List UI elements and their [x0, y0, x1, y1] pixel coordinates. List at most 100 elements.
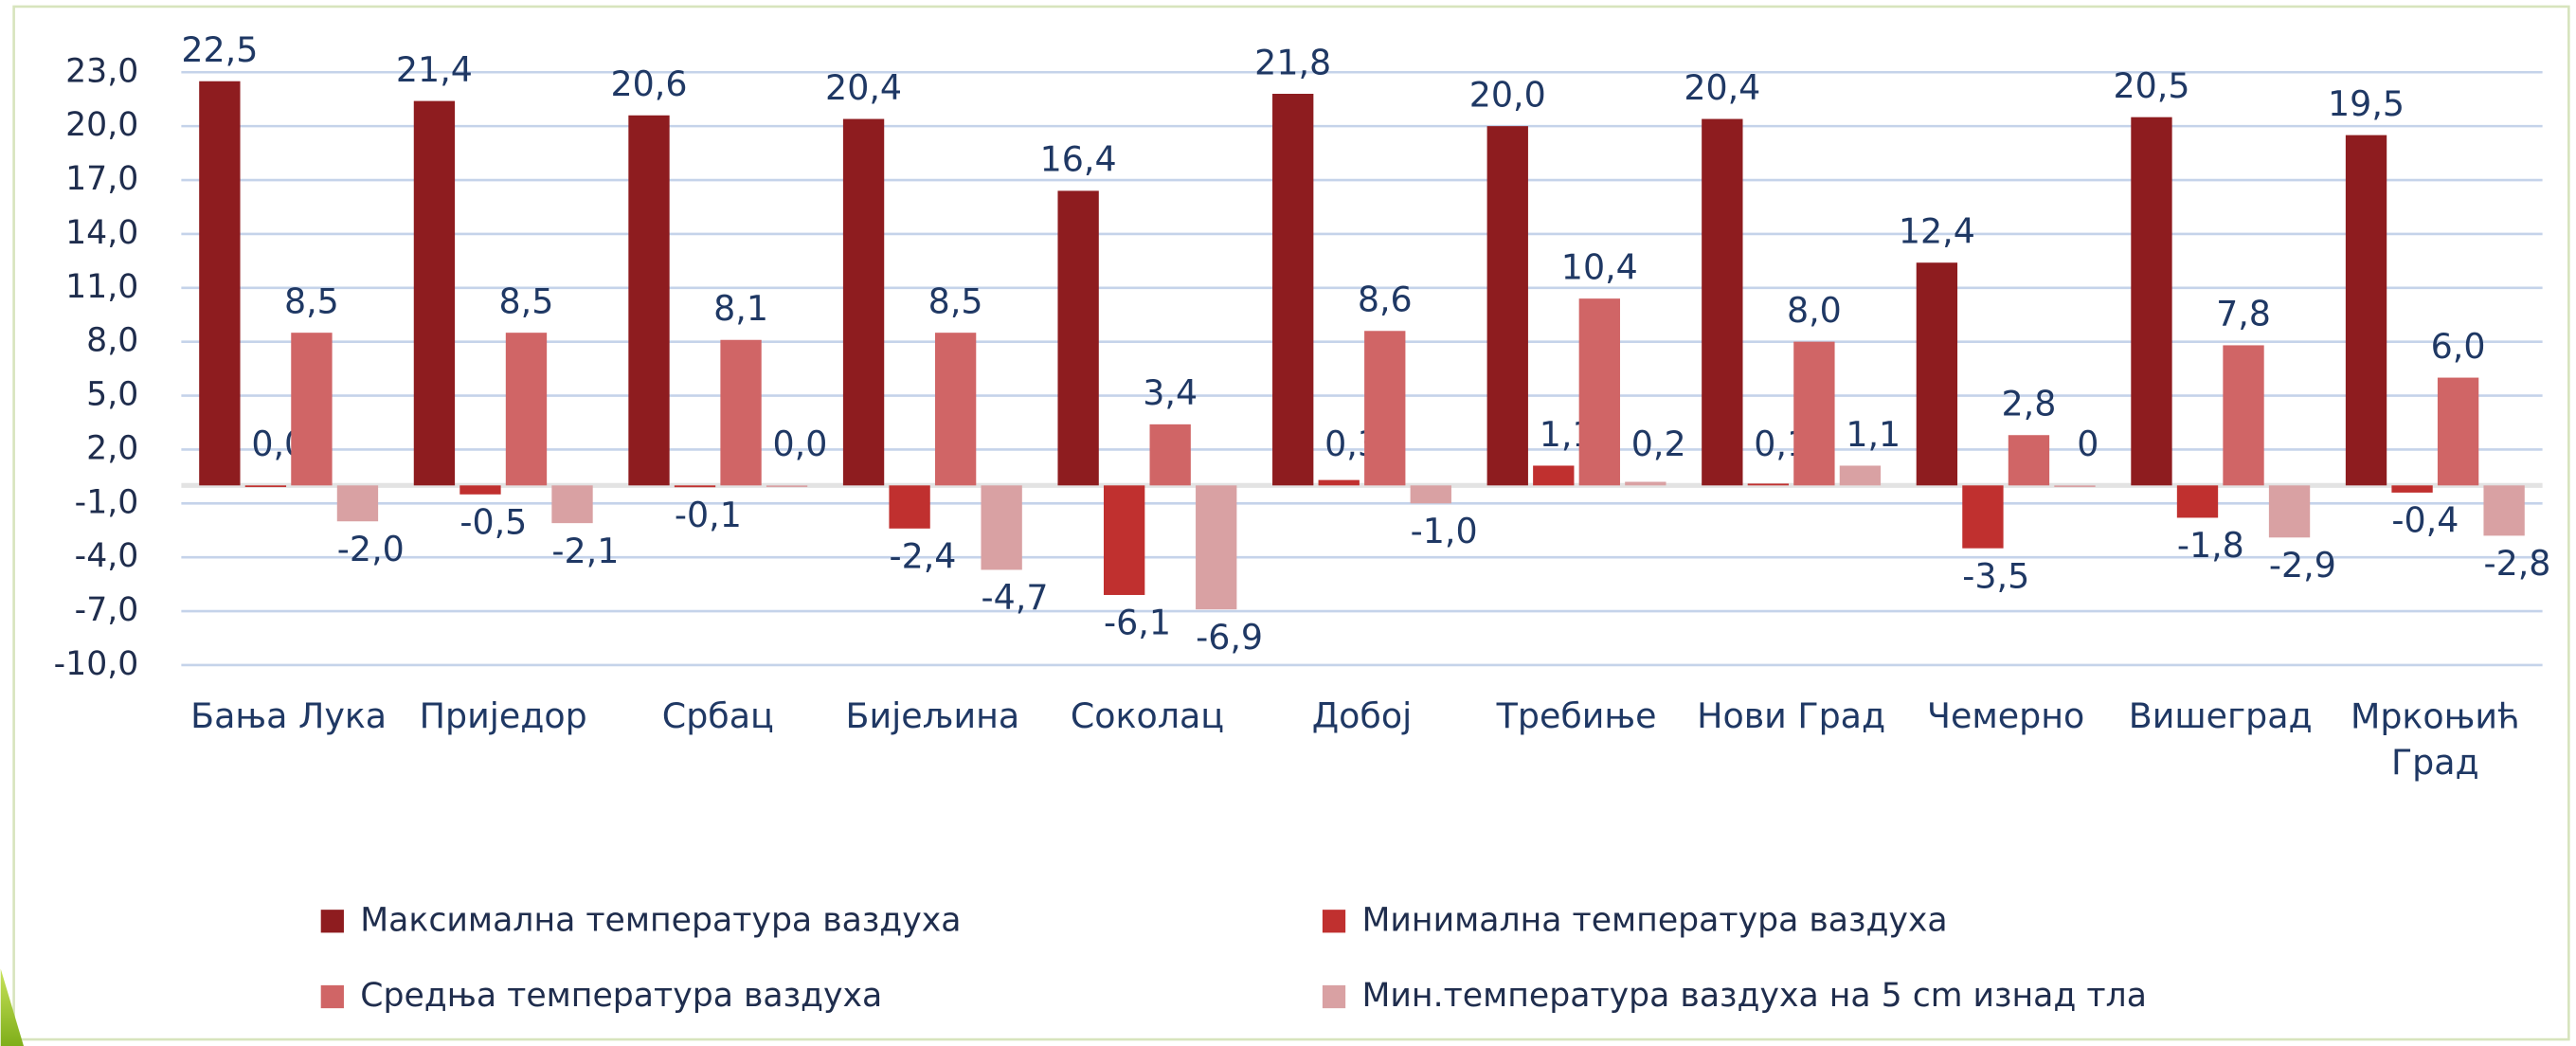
data-label: 8,0 — [1787, 290, 1842, 331]
decoration — [0, 968, 24, 1046]
data-label: -0,5 — [459, 501, 527, 542]
legend-label: Минимална температура ваздуха — [1361, 901, 1947, 939]
data-label: -2,0 — [337, 529, 405, 569]
data-label: 8,5 — [499, 280, 554, 321]
bar — [2437, 377, 2479, 486]
data-label: -1,8 — [2177, 525, 2244, 566]
y-tick-label: 5,0 — [86, 376, 138, 414]
x-tick-label: Соколац — [1071, 695, 1224, 736]
data-label: 20,5 — [2113, 65, 2189, 106]
bar — [199, 81, 241, 486]
bar — [2268, 485, 2311, 538]
bar — [2483, 485, 2525, 536]
data-label: 1,1 — [1846, 414, 1900, 455]
data-label: 8,6 — [1358, 280, 1413, 320]
y-tick-label: 23,0 — [65, 52, 138, 90]
plot: 23,0 20,0 17,0 14,0 11,0 8,0 5,0 2,0 -1,0 -4,0 -7,… — [54, 29, 2551, 1015]
bar — [2223, 345, 2264, 486]
bar — [1839, 465, 1882, 486]
y-tick-label: 11,0 — [65, 268, 138, 306]
data-label: -2,9 — [2269, 545, 2336, 586]
data-label: 10,4 — [1561, 246, 1638, 287]
x-tick-label: Мркоњић Град — [2351, 695, 2520, 783]
legend-label: Средња температура ваздуха — [360, 977, 882, 1015]
x-tick-label: Србац — [662, 695, 774, 736]
y-tick-label: 8,0 — [86, 322, 138, 360]
y-tick-label: -10,0 — [54, 645, 139, 683]
legend-swatch — [320, 910, 344, 933]
bar — [1747, 483, 1790, 486]
bar — [1272, 94, 1314, 486]
bar — [1364, 331, 1406, 486]
x-tick-label: Приједор — [420, 695, 587, 736]
data-label: 0,0 — [773, 424, 828, 464]
bar — [244, 485, 287, 488]
x-tick-label: Вишеград — [2129, 695, 2313, 736]
bar — [1625, 481, 1666, 486]
legend-swatch — [1322, 910, 1346, 933]
bar — [1318, 479, 1360, 486]
bar — [628, 115, 670, 486]
bar — [2345, 135, 2387, 486]
bar — [459, 485, 501, 495]
data-label: 16,4 — [1040, 139, 1117, 180]
bar — [1196, 485, 1237, 610]
bar — [2054, 485, 2096, 488]
data-label: 8,5 — [928, 280, 983, 321]
y-tick-label: 20,0 — [65, 106, 138, 144]
data-label: 20,0 — [1469, 74, 1546, 115]
data-label: -6,1 — [1104, 603, 1171, 643]
data-label: -3,5 — [1962, 555, 2029, 596]
x-tick-label: Требиње — [1496, 695, 1657, 736]
bar — [842, 118, 885, 486]
y-tick-label: -1,0 — [75, 483, 139, 521]
bar — [1916, 262, 1958, 486]
data-label: 6,0 — [2431, 326, 2486, 367]
data-label: 22,5 — [181, 29, 258, 70]
bar — [1103, 485, 1145, 595]
bar — [2391, 485, 2433, 493]
bar — [1533, 465, 1575, 486]
y-tick-label: 2,0 — [86, 429, 138, 467]
y-tick-label: -4,0 — [75, 537, 139, 575]
data-label: 0 — [2077, 424, 2099, 464]
data-label: 0,2 — [1631, 424, 1686, 464]
bar — [1410, 485, 1451, 504]
y-tick-label: 17,0 — [65, 160, 138, 198]
legend-label: Мин.температура ваздуха на 5 cm изнад тл… — [1361, 977, 2146, 1015]
data-label: -2,1 — [551, 531, 619, 571]
data-label: 19,5 — [2328, 83, 2405, 124]
x-tick-label: Бијељина — [846, 695, 1020, 736]
y-tick-label: 14,0 — [65, 214, 138, 252]
bar — [2131, 117, 2172, 486]
data-label: 3,4 — [1143, 372, 1198, 413]
bar — [766, 485, 808, 488]
data-label: 20,4 — [825, 67, 902, 108]
legend-label: Максимална температура ваздуха — [360, 901, 961, 939]
bar — [1149, 424, 1191, 486]
data-label: -6,9 — [1196, 617, 1263, 658]
data-label: 7,8 — [2216, 294, 2271, 334]
x-tick-label: Добој — [1312, 695, 1412, 736]
bar — [1486, 126, 1528, 486]
x-tick-label: Нови Град — [1697, 695, 1885, 736]
bar — [1702, 118, 1743, 486]
bar — [889, 485, 930, 529]
bar — [505, 333, 548, 486]
bar — [336, 485, 379, 522]
x-tick-label: Бања Лука — [190, 695, 387, 736]
data-label: 2,8 — [2002, 384, 2057, 424]
data-label: 21,8 — [1254, 42, 1331, 82]
bar — [1793, 341, 1835, 486]
bar — [413, 100, 456, 486]
data-label: -2,8 — [2483, 543, 2550, 584]
bar — [720, 339, 762, 486]
bar — [981, 485, 1022, 570]
y-tick-label: -7,0 — [75, 591, 139, 629]
bar — [2176, 485, 2219, 518]
data-label: -4,7 — [982, 577, 1049, 618]
data-label: 20,4 — [1684, 67, 1760, 108]
data-label: -0,4 — [2391, 500, 2459, 541]
data-label: -1,0 — [1411, 511, 1478, 551]
data-label: 8,5 — [284, 280, 339, 321]
